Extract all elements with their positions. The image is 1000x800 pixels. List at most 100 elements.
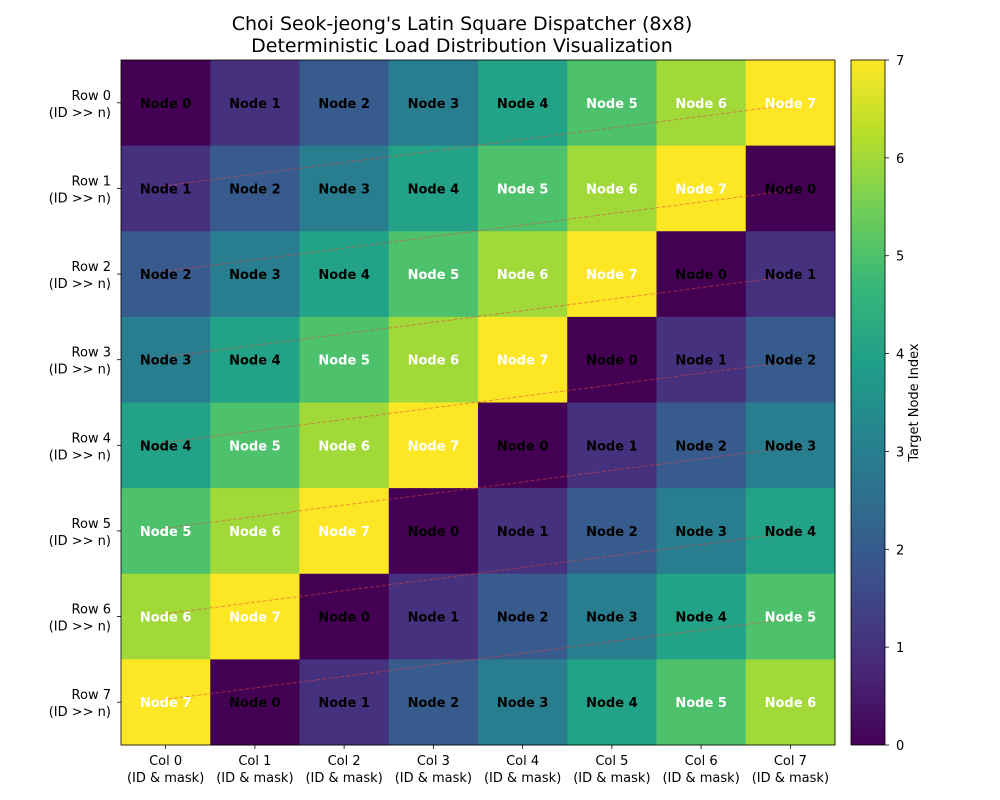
chart-subtitle: Deterministic Load Distribution Visualiz… <box>251 35 673 57</box>
cell-label: Node 2 <box>408 696 460 711</box>
heatmap-cell <box>745 60 836 147</box>
heatmap-cell <box>745 145 836 232</box>
x-tick-label: Col 2 <box>328 754 361 769</box>
cell-label: Node 7 <box>765 97 817 112</box>
heatmap-cell <box>656 231 747 318</box>
y-tick-label: Row 5 <box>72 517 111 532</box>
heatmap-cell <box>299 316 390 403</box>
heatmap-cell <box>567 316 657 403</box>
cell-label: Node 7 <box>140 696 192 711</box>
cell-label: Node 3 <box>229 268 281 283</box>
overlay-line <box>159 361 791 444</box>
cell-label: Node 3 <box>140 354 192 369</box>
cell-labels: Node 0 Node 1 Node 2 Node 3 Node 4 Node 5 Node… <box>140 97 816 711</box>
heatmap-cell <box>745 316 836 403</box>
heatmap-cell <box>299 60 390 147</box>
heatmap-cell <box>567 573 657 660</box>
heatmap-cell <box>478 573 568 660</box>
heatmap-cell <box>121 402 211 489</box>
x-tick-label: Col 3 <box>417 754 450 769</box>
cell-label: Node 4 <box>765 525 817 540</box>
cell-label: Node 0 <box>675 268 727 283</box>
cell-label: Node 0 <box>586 354 638 369</box>
x-tick-sublabel: (ID & mask) <box>573 771 650 786</box>
cell-label: Node 7 <box>229 611 281 626</box>
cell-label: Node 6 <box>765 696 817 711</box>
cell-label: Node 1 <box>586 439 638 454</box>
heatmap-cell <box>121 145 211 232</box>
overlay-line <box>159 446 791 530</box>
colorbar-tick-label: 4 <box>896 348 904 363</box>
x-tick-label: Col 4 <box>506 754 539 769</box>
heatmap-cell <box>388 316 479 403</box>
heatmap-cell <box>121 488 211 575</box>
y-tick-sublabel: (ID >> n) <box>49 534 111 549</box>
heatmap-cell <box>478 402 568 489</box>
heatmap-cell <box>745 402 836 489</box>
heatmap-cell <box>388 145 479 232</box>
cell-label: Node 6 <box>229 525 281 540</box>
heatmap-cell <box>745 231 836 318</box>
heatmap-cell <box>388 231 479 318</box>
heatmap-cell <box>388 402 479 489</box>
heatmap-cell <box>210 231 300 318</box>
cell-label: Node 3 <box>586 611 638 626</box>
y-tick-sublabel: (ID >> n) <box>49 363 111 378</box>
x-tick-label: Col 1 <box>238 754 271 769</box>
chart-title: Choi Seok-jeong's Latin Square Dispatche… <box>232 13 693 35</box>
heatmap-cell <box>656 60 747 147</box>
heatmap-cell <box>656 316 747 403</box>
heatmap-cell <box>299 402 390 489</box>
colorbar: 0 1 2 3 4 5 6 7 Target Node Index <box>850 54 922 754</box>
y-tick-sublabel: (ID >> n) <box>49 705 111 720</box>
y-tick-label: Row 2 <box>72 260 111 275</box>
cell-label: Node 4 <box>586 696 638 711</box>
heatmap-cell <box>210 145 300 232</box>
cell-label: Node 6 <box>140 611 192 626</box>
cell-label: Node 5 <box>586 97 638 112</box>
heatmap-cell <box>567 488 657 575</box>
cell-label: Node 3 <box>675 525 727 540</box>
x-tick-sublabel: (ID & mask) <box>484 771 561 786</box>
heatmap-cell <box>121 231 211 318</box>
x-tick-sublabel: (ID & mask) <box>216 771 293 786</box>
cell-label: Node 7 <box>497 354 549 369</box>
heatmap-cell <box>388 60 479 147</box>
y-tick-label: Row 3 <box>72 346 111 361</box>
cell-label: Node 1 <box>318 696 370 711</box>
cell-label: Node 6 <box>318 439 370 454</box>
cell-label: Node 2 <box>675 439 727 454</box>
colorbar-tick-label: 1 <box>896 641 904 656</box>
cell-label: Node 2 <box>765 354 817 369</box>
colorbar-tick-label: 7 <box>896 54 904 69</box>
heatmap-cell <box>121 573 211 660</box>
heatmap-cell <box>121 659 211 746</box>
cell-label: Node 0 <box>497 439 549 454</box>
y-tick-label: Row 1 <box>72 174 111 189</box>
cell-label: Node 4 <box>140 439 192 454</box>
colorbar-ticks: 0 1 2 3 4 5 6 7 <box>885 54 904 754</box>
colorbar-tick-label: 0 <box>896 739 904 754</box>
overlay-line <box>159 104 791 187</box>
y-tick-label: Row 4 <box>72 431 111 446</box>
y-tick-sublabel: (ID >> n) <box>49 448 111 463</box>
heatmap-cell <box>567 659 657 746</box>
cell-label: Node 6 <box>586 182 638 197</box>
heatmap-cell <box>656 402 747 489</box>
heatmap-cell <box>210 573 300 660</box>
x-tick-label: Col 5 <box>595 754 628 769</box>
cell-label: Node 2 <box>140 268 192 283</box>
heatmap-cell <box>567 145 657 232</box>
cell-label: Node 4 <box>318 268 370 283</box>
heatmap-cell <box>656 488 747 575</box>
heatmap-cell <box>478 145 568 232</box>
heatmap-cell <box>745 488 836 575</box>
cell-label: Node 5 <box>497 182 549 197</box>
x-axis: Col 0 (ID & mask) Col 1 (ID & mask) Col 2 (ID… <box>127 745 829 786</box>
overlay-line <box>159 532 791 616</box>
y-tick-label: Row 6 <box>72 603 111 618</box>
heatmap-cell <box>210 659 300 746</box>
cell-label: Node 0 <box>765 182 817 197</box>
cell-label: Node 2 <box>586 525 638 540</box>
heatmap <box>120 59 836 746</box>
